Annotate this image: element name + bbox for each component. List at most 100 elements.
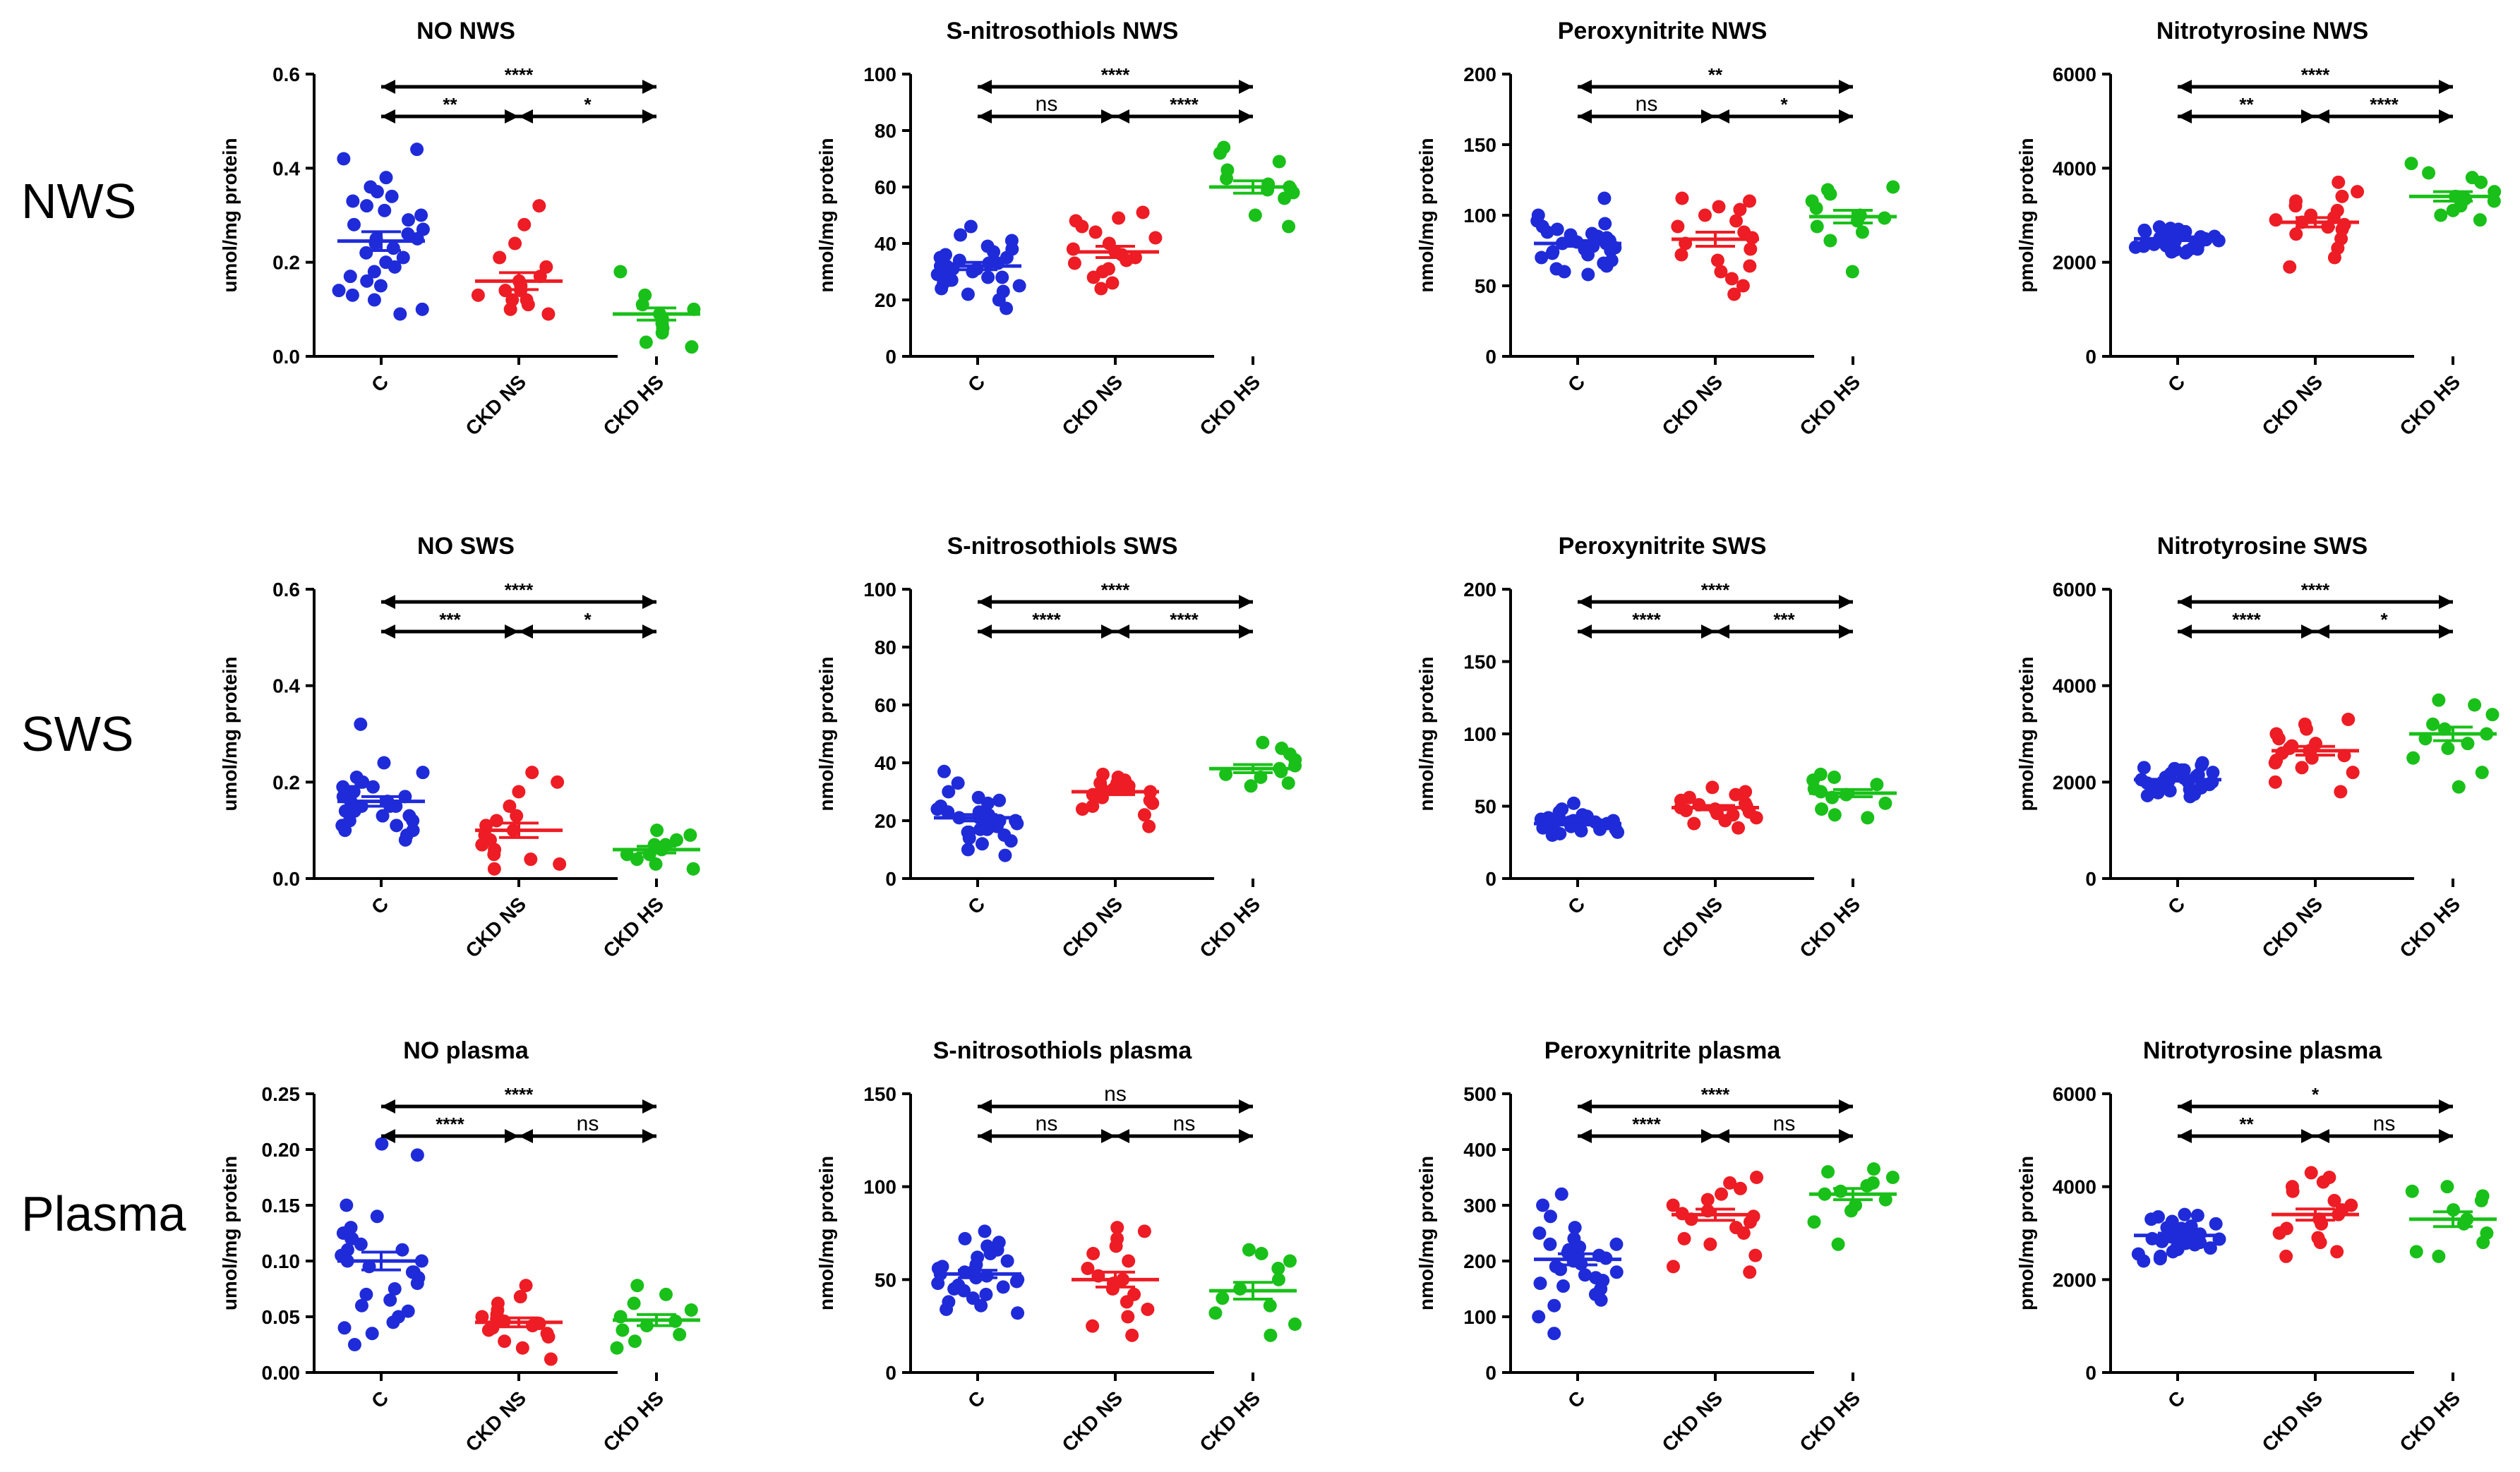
comparison-arrow-head-right	[642, 625, 656, 639]
x-tick-label: CKD HS	[1195, 370, 1264, 440]
comparison-arrow-head-right	[1101, 1129, 1115, 1143]
y-tick-label: 200	[1463, 1250, 1496, 1272]
x-tick-label: C	[2164, 370, 2189, 396]
data-point	[2183, 790, 2197, 804]
data-point	[639, 335, 653, 349]
data-point	[1532, 1310, 1546, 1324]
data-point	[373, 279, 388, 293]
x-tick-label: CKD HS	[2395, 893, 2464, 962]
data-point	[1844, 1204, 1858, 1218]
data-point	[2468, 698, 2482, 712]
data-point	[1666, 1260, 1680, 1274]
row-label-plasma: Plasma	[21, 1186, 186, 1241]
significance-label: *	[584, 94, 592, 115]
comparison-2: ns	[1115, 1112, 1253, 1143]
data-point	[1556, 1279, 1571, 1293]
y-tick-label: 100	[1463, 723, 1496, 745]
comparison-arrow-head-right	[2301, 1129, 2315, 1143]
data-point	[415, 302, 429, 316]
comparison-arrow-head-right	[1239, 625, 1253, 639]
comparison-0: ****	[1578, 579, 1853, 609]
y-tick-label: 80	[875, 120, 896, 142]
data-point	[1611, 825, 1625, 839]
comparison-arrow-head-left	[1578, 109, 1592, 123]
comparison-arrow-head-right	[2439, 1129, 2453, 1143]
comparison-0: ****	[381, 579, 656, 609]
data-point	[487, 847, 501, 862]
data-point	[1086, 1319, 1100, 1333]
chart-title: Nitrotyrosine plasma	[2143, 1037, 2382, 1064]
data-point	[684, 1303, 698, 1317]
data-point	[1242, 1243, 1256, 1257]
data-point	[1120, 1295, 1134, 1309]
x-tick-label: C	[2164, 893, 2189, 918]
data-point	[673, 1327, 687, 1341]
panel-6: Peroxynitrite SWS 0 50 100 150 200 nmol/mg pro…	[1415, 533, 1897, 962]
significance-label: ****	[1170, 609, 1199, 630]
x-tick-label: CKD HS	[2395, 370, 2464, 440]
data-point	[1086, 1246, 1100, 1260]
comparison-arrow-head-left	[2178, 1129, 2192, 1143]
comparison-1: **	[381, 94, 519, 123]
comparison-arrow-head-left	[381, 1129, 395, 1143]
data-point	[2440, 1180, 2454, 1194]
comparison-0: **	[1578, 64, 1853, 94]
panel-10: Peroxynitrite plasma 0 100 200 300 400 500 nmol…	[1415, 1037, 1900, 1456]
y-tick-label: 100	[1463, 1306, 1496, 1328]
data-point	[610, 1341, 624, 1355]
data-point	[1705, 780, 1720, 795]
data-point	[396, 251, 410, 265]
comparison-arrow-head-left	[1115, 625, 1129, 639]
y-tick-label: 0.0	[272, 868, 300, 890]
data-point	[1594, 1293, 1608, 1307]
data-point	[2140, 788, 2154, 802]
y-tick-label: 4000	[2053, 675, 2096, 697]
data-point	[517, 217, 532, 231]
data-point	[1141, 1302, 1155, 1316]
comparison-2: ns	[519, 1112, 656, 1143]
significance-label: ****	[1101, 64, 1130, 85]
data-point	[2474, 1193, 2488, 1207]
data-point	[1136, 205, 1150, 219]
comparison-arrow-head-left	[1578, 1099, 1592, 1114]
data-point	[1723, 1176, 1737, 1190]
data-point	[541, 307, 556, 321]
data-point	[1271, 1262, 1285, 1276]
data-point	[2406, 751, 2420, 765]
data-point	[347, 1338, 361, 1351]
data-point	[1870, 778, 1884, 792]
comparison-1: ****	[2178, 609, 2315, 639]
data-point	[398, 833, 412, 847]
chart-title: S-nitrosothiols plasma	[933, 1037, 1193, 1064]
significance-label: ****	[1632, 1114, 1661, 1135]
data-point	[386, 1315, 400, 1329]
comparison-arrow-head-left	[1578, 595, 1592, 609]
significance-label: ****	[2301, 64, 2330, 85]
x-tick-label: C	[964, 1387, 989, 1412]
significance-label: **	[2239, 94, 2254, 115]
comparison-arrow-head-left	[978, 625, 992, 639]
significance-label: ****	[2301, 579, 2330, 601]
comparison-1: ns	[1578, 92, 1715, 123]
data-point	[2295, 761, 2309, 775]
data-point	[2153, 1252, 2167, 1266]
data-point	[1809, 201, 1823, 215]
data-point	[978, 1224, 992, 1238]
significance-label: ***	[1773, 609, 1795, 630]
panel-4: NO SWS 0.0 0.2 0.4 0.6 umol/mg protein C CKD NS…	[219, 533, 700, 962]
data-point	[1821, 1165, 1835, 1179]
data-point	[1878, 1193, 1892, 1207]
x-tick-label: C	[367, 893, 392, 918]
comparison-arrow-head-right	[1239, 595, 1253, 609]
data-point	[1674, 248, 1688, 262]
data-point	[1283, 1254, 1297, 1268]
data-point	[1578, 1268, 1592, 1282]
data-point	[935, 282, 949, 296]
significance-label: ****	[505, 1084, 534, 1105]
chart-title: NO NWS	[416, 18, 515, 44]
comparison-2: ns	[1715, 1112, 1853, 1143]
data-point	[1086, 270, 1100, 284]
data-point	[1677, 1231, 1691, 1245]
significance-label: ****	[1701, 1084, 1730, 1105]
